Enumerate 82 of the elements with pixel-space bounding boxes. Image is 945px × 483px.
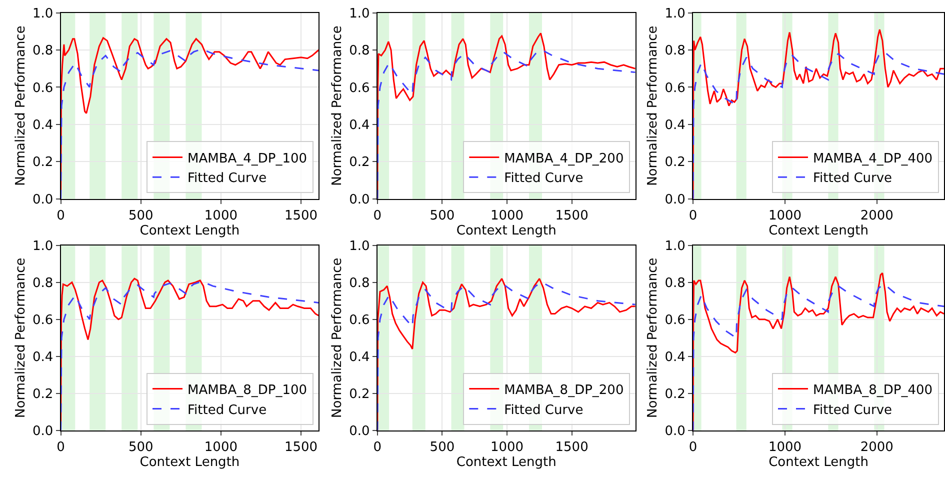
legend-label: Fitted Curve xyxy=(504,171,584,186)
y-tick-label: 0.6 xyxy=(664,80,686,96)
x-tick-label: 1500 xyxy=(555,208,588,224)
y-tick-label: 0.8 xyxy=(32,276,54,291)
x-tick-label: 1500 xyxy=(555,440,588,455)
y-tick-label: 0.2 xyxy=(349,386,370,402)
x-tick-label: 500 xyxy=(430,208,455,224)
x-tick-label: 0 xyxy=(688,440,698,455)
y-tick-label: 0.6 xyxy=(349,80,370,96)
y-tick-label: 1.0 xyxy=(349,238,370,254)
y-tick-label: 0.2 xyxy=(32,155,54,170)
y-tick-label: 0.2 xyxy=(664,386,686,402)
legend-label: Fitted Curve xyxy=(812,171,892,186)
y-tick-label: 0.0 xyxy=(32,192,54,208)
y-axis-title: Normalized Performance xyxy=(330,26,346,186)
x-axis-title: Context Length xyxy=(456,223,556,238)
x-tick-label: 0 xyxy=(56,208,65,224)
y-tick-label: 0.2 xyxy=(349,155,370,170)
x-axis-title: Context Length xyxy=(140,454,240,470)
y-tick-label: 0.4 xyxy=(32,118,54,133)
x-tick-label: 1000 xyxy=(204,208,238,224)
x-tick-label: 1500 xyxy=(284,440,318,455)
legend-label: MAMBA_4_DP_200 xyxy=(504,151,624,166)
y-tick-label: 0.8 xyxy=(664,276,686,291)
legend-label: Fitted Curve xyxy=(188,402,267,418)
x-axis-title: Context Length xyxy=(140,223,240,238)
y-tick-label: 0.2 xyxy=(32,386,54,402)
y-axis-title: Normalized Performance xyxy=(330,258,346,418)
y-tick-label: 1.0 xyxy=(32,6,54,22)
y-tick-label: 1.0 xyxy=(349,6,370,22)
y-tick-label: 0.8 xyxy=(32,44,54,59)
legend-label: Fitted Curve xyxy=(504,402,584,418)
y-axis-title: Normalized Performance xyxy=(13,26,28,186)
y-tick-label: 0.8 xyxy=(349,44,370,59)
y-tick-label: 0.0 xyxy=(349,424,370,439)
y-tick-label: 0.4 xyxy=(349,118,370,133)
x-tick-label: 0 xyxy=(56,440,65,455)
legend-label: MAMBA_8_DP_200 xyxy=(504,382,624,398)
legend-label: MAMBA_4_DP_100 xyxy=(188,151,308,166)
y-tick-label: 0.0 xyxy=(32,424,54,439)
legend-label: Fitted Curve xyxy=(812,402,892,418)
y-tick-label: 1.0 xyxy=(664,238,686,254)
x-tick-label: 2000 xyxy=(860,208,894,224)
legend-label: MAMBA_4_DP_400 xyxy=(812,151,933,166)
x-tick-label: 1000 xyxy=(490,440,524,455)
x-tick-label: 0 xyxy=(373,440,382,455)
y-tick-label: 1.0 xyxy=(32,238,54,254)
y-axis-title: Normalized Performance xyxy=(646,26,661,186)
legend-label: MAMBA_8_DP_100 xyxy=(188,382,308,398)
x-tick-label: 1000 xyxy=(204,440,238,455)
x-tick-label: 2000 xyxy=(860,440,894,455)
legend-label: Fitted Curve xyxy=(188,171,267,186)
x-tick-label: 500 xyxy=(430,440,455,455)
y-tick-label: 0.6 xyxy=(32,312,54,328)
y-tick-label: 0.8 xyxy=(664,44,686,59)
x-axis-title: Context Length xyxy=(456,454,556,470)
x-tick-label: 1000 xyxy=(490,208,524,224)
y-tick-label: 0.6 xyxy=(32,80,54,96)
y-tick-label: 0.8 xyxy=(349,276,370,291)
y-tick-label: 1.0 xyxy=(664,6,686,22)
y-tick-label: 0.4 xyxy=(349,350,370,365)
x-tick-label: 1000 xyxy=(768,440,802,455)
x-tick-label: 0 xyxy=(373,208,382,224)
x-tick-label: 1000 xyxy=(768,208,802,224)
y-tick-label: 0.4 xyxy=(32,350,54,365)
y-tick-label: 0.0 xyxy=(664,424,686,439)
y-axis-title: Normalized Performance xyxy=(646,258,661,418)
x-tick-label: 1500 xyxy=(284,208,318,224)
x-tick-label: 500 xyxy=(128,208,154,224)
x-tick-label: 500 xyxy=(128,440,154,455)
y-tick-label: 0.0 xyxy=(349,192,370,208)
x-tick-label: 0 xyxy=(688,208,698,224)
y-tick-label: 0.6 xyxy=(664,312,686,328)
y-axis-title: Normalized Performance xyxy=(13,258,28,418)
y-tick-label: 0.2 xyxy=(664,155,686,170)
y-tick-label: 0.6 xyxy=(349,312,370,328)
legend-label: MAMBA_8_DP_400 xyxy=(812,382,933,398)
x-axis-title: Context Length xyxy=(768,223,868,238)
y-tick-label: 0.4 xyxy=(664,118,686,133)
y-tick-label: 0.4 xyxy=(664,350,686,365)
x-axis-title: Context Length xyxy=(768,454,868,470)
y-tick-label: 0.0 xyxy=(664,192,686,208)
